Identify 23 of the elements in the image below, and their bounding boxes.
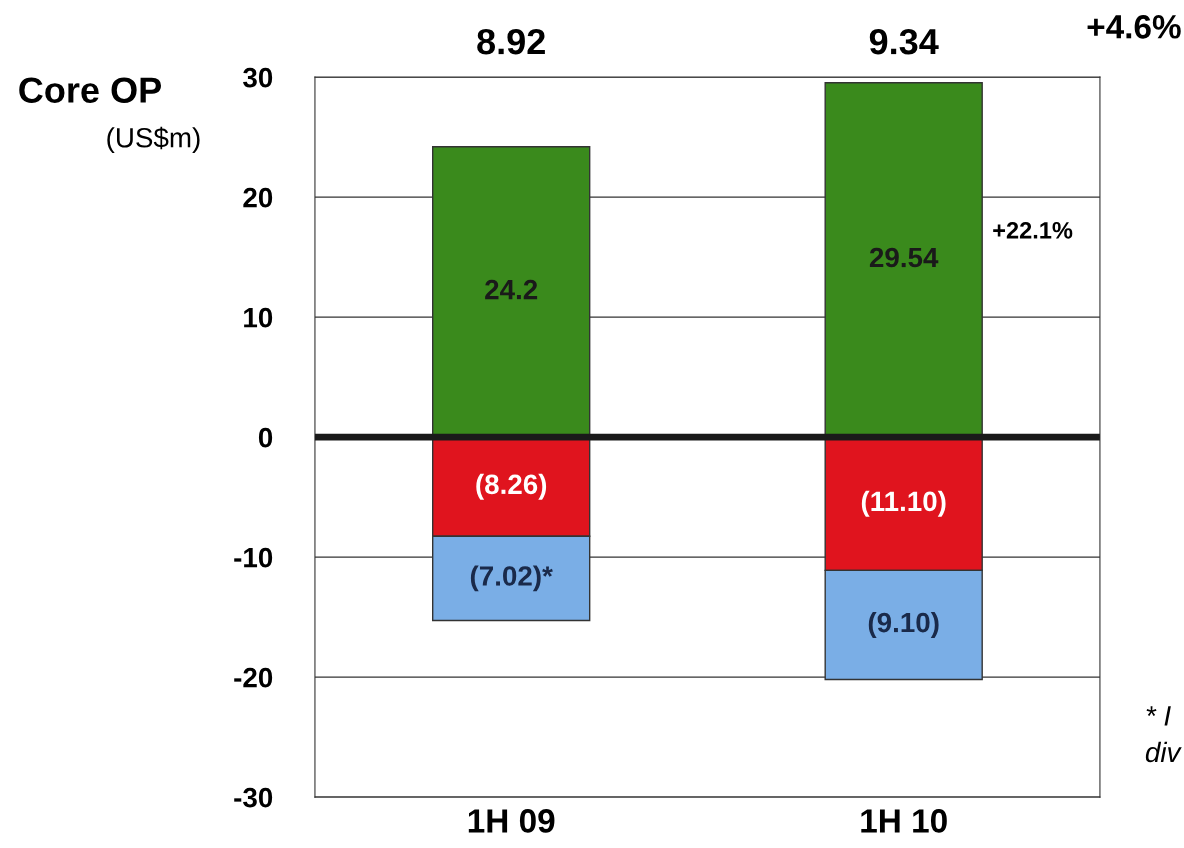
- x-tick-label: 1H 10: [861, 809, 947, 833]
- y-axis-title: (US$m): [107, 126, 200, 154]
- data-label: (11.10): [861, 490, 946, 517]
- text: +4.6%: [1087, 15, 1181, 39]
- data-label: (8.26): [476, 473, 547, 500]
- data-label: (9.10): [868, 611, 939, 638]
- y-tick-label: -20: [234, 667, 273, 688]
- data-label: (7.02)*: [470, 565, 553, 592]
- data-label: 29.54: [869, 247, 939, 268]
- y-tick-label: -10: [234, 547, 273, 568]
- chart-title: Core OP: [19, 77, 162, 103]
- y-tick-label: 30: [243, 67, 273, 88]
- x-tick-label: 1H 09: [468, 809, 555, 833]
- y-tick-label: 20: [243, 187, 273, 208]
- y-tick-label: -30: [234, 787, 273, 808]
- y-tick-label: 0: [258, 427, 273, 448]
- y-tick-label: 10: [244, 307, 273, 328]
- data-label: 24.2: [485, 279, 538, 300]
- total-label: 8.92: [477, 28, 545, 55]
- total-label: 9.34: [869, 28, 939, 55]
- text: * I: [1146, 706, 1171, 726]
- annotation: +22.1%: [993, 221, 1073, 239]
- text: div: [1145, 741, 1182, 763]
